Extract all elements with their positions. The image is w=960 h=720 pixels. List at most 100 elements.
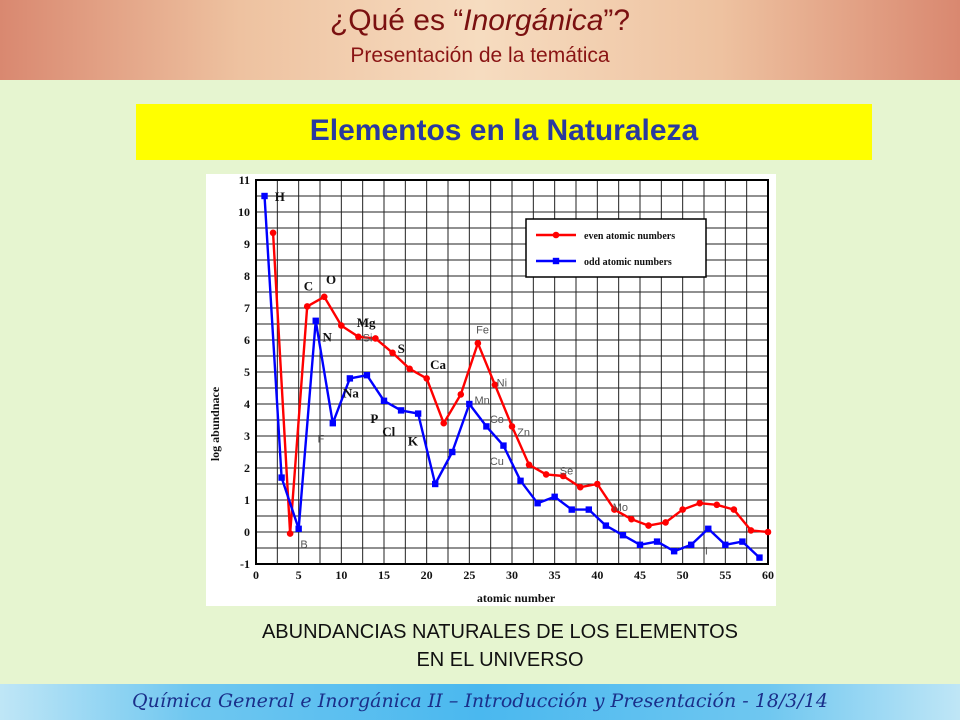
x-tick-label: 45 [634, 568, 646, 582]
element-label: S [398, 341, 405, 356]
element-label: Mn [474, 395, 489, 407]
data-point-even [542, 471, 550, 478]
element-label: B [300, 539, 307, 551]
data-point-odd [602, 522, 610, 529]
data-point-even [457, 391, 465, 398]
data-point-odd [585, 506, 592, 513]
data-point-odd [329, 420, 336, 427]
data-point-odd [432, 480, 439, 488]
data-point-odd [568, 506, 575, 513]
data-point-odd [705, 525, 712, 532]
data-point-even [491, 381, 499, 389]
y-tick-label: 1 [244, 493, 250, 507]
data-point-even [611, 506, 618, 513]
title-suffix: ”? [603, 4, 631, 37]
data-point-odd [551, 493, 558, 500]
data-point-even [645, 522, 652, 529]
data-point-odd [756, 554, 763, 561]
x-tick-label: 20 [421, 568, 433, 582]
element-label: K [408, 434, 419, 449]
title-emphasis: Inorgánica [463, 4, 604, 37]
data-point-even [628, 515, 635, 523]
x-tick-label: 30 [506, 568, 518, 582]
data-point-even [696, 499, 704, 507]
y-tick-label: 11 [239, 174, 250, 187]
data-point-odd [722, 541, 729, 548]
caption-line-2: EN EL UNIVERSO [416, 649, 584, 671]
element-label: O [326, 272, 336, 287]
data-point-odd [534, 500, 541, 507]
x-tick-label: 0 [253, 568, 259, 582]
x-tick-label: 50 [677, 568, 689, 582]
data-point-even [389, 349, 396, 357]
data-point-even [594, 480, 601, 488]
element-label: P [370, 411, 378, 426]
data-point-odd [466, 400, 473, 408]
legend-label: odd atomic numbers [584, 257, 672, 268]
slide-subtitle: Presentación de la temática [350, 44, 610, 67]
x-tick-label: 35 [549, 568, 561, 582]
data-point-even [338, 322, 345, 329]
x-tick-label: 55 [719, 568, 731, 582]
section-banner: Elementos en la Naturaleza [136, 104, 872, 160]
data-point-odd [414, 410, 422, 417]
data-point-even [286, 530, 294, 537]
y-tick-label: 6 [244, 333, 250, 347]
data-point-even [576, 483, 584, 491]
y-tick-label: 4 [244, 397, 250, 411]
slide-header: ¿Qué es “Inorgánica”? Presentación de la… [0, 0, 960, 80]
data-point-odd [363, 372, 371, 379]
plot-frame [255, 179, 769, 565]
data-point-odd [670, 548, 678, 555]
data-point-even [679, 506, 686, 513]
data-point-odd [261, 192, 268, 200]
x-tick-label: 5 [296, 568, 302, 582]
data-point-odd [636, 541, 644, 548]
caption-line-1: ABUNDANCIAS NATURALES DE LOS ELEMENTOS [261, 621, 739, 643]
title-prefix: ¿Qué es “ [329, 4, 464, 37]
y-tick-label: 10 [238, 205, 250, 219]
x-tick-label: 60 [762, 568, 774, 582]
x-tick-label: 10 [335, 568, 347, 582]
data-point-odd [619, 532, 627, 539]
slide-footer: Química General e Inorgánica II – Introd… [0, 684, 960, 720]
data-point-odd [295, 525, 302, 532]
y-axis-title: log abundnace [208, 386, 222, 461]
data-point-even [713, 501, 721, 509]
data-point-even [747, 527, 755, 534]
legend-marker-odd [552, 257, 560, 265]
data-point-even [764, 528, 772, 536]
data-point-odd [278, 474, 285, 481]
data-point-odd [688, 541, 695, 548]
element-label: N [323, 330, 333, 345]
element-label: Si [363, 333, 373, 345]
x-tick-label: 40 [591, 568, 603, 582]
chart-caption: ABUNDANCIAS NATURALES DE LOS ELEMENTOS E… [150, 618, 850, 674]
chart-series [261, 192, 772, 561]
data-point-odd [397, 407, 405, 414]
section-banner-text: Elementos en la Naturaleza [309, 114, 699, 147]
data-point-even [372, 335, 379, 342]
data-point-even [320, 293, 328, 301]
data-point-even [730, 506, 738, 513]
element-label: Ni [497, 377, 507, 389]
data-point-even [423, 375, 430, 382]
data-point-odd [517, 477, 524, 484]
data-point-odd [653, 538, 661, 545]
element-label: Fe [476, 325, 489, 337]
data-point-odd [500, 442, 507, 449]
y-tick-label: 7 [244, 301, 250, 315]
data-point-even [508, 423, 516, 430]
y-tick-label: -1 [240, 557, 250, 571]
footer-text: Química General e Inorgánica II – Introd… [132, 690, 828, 712]
legend-marker-even [552, 231, 560, 239]
chart-canvas: 0 5 10 15 20 25 30 35 40 45 50 55 60-101234567891011… [208, 174, 774, 605]
abundance-chart: 0 5 10 15 20 25 30 35 40 45 50 55 60 -1 0 1 2 3 4 5 6 7 8 9 10 11… [206, 174, 776, 606]
data-point-even [303, 303, 311, 310]
data-point-even [662, 519, 669, 526]
x-tick-label: 15 [378, 568, 390, 582]
data-point-odd [312, 317, 319, 324]
data-point-odd [449, 448, 456, 456]
